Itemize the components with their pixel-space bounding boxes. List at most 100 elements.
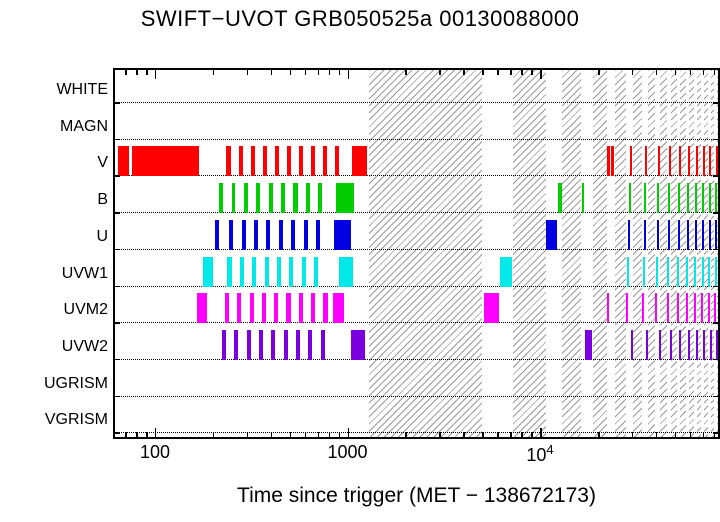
x-tick-label-10000: 104 bbox=[526, 442, 554, 465]
occultation-gap-hatch bbox=[647, 70, 656, 437]
exposure-bar-uvm2 bbox=[298, 293, 303, 324]
exposure-bar-uvw2 bbox=[715, 329, 718, 360]
row-label-uvw1: UVW1 bbox=[61, 264, 108, 282]
y-row-tick bbox=[115, 395, 120, 398]
exposure-bar-uvm2 bbox=[607, 293, 610, 324]
x-minor-tick bbox=[439, 432, 441, 437]
exposure-bar-uvw1 bbox=[701, 256, 704, 287]
y-row-tick bbox=[713, 212, 718, 214]
row-baseline-white bbox=[115, 102, 718, 104]
row-label-u: U bbox=[96, 227, 108, 245]
exposure-bar-uvw2 bbox=[295, 329, 301, 360]
exposure-bar-uvw1 bbox=[627, 256, 630, 287]
exposure-bar-uvm2 bbox=[676, 293, 679, 324]
exposure-bar-uvm2 bbox=[261, 293, 266, 324]
x-minor-tick bbox=[125, 432, 127, 437]
x-minor-tick bbox=[482, 70, 484, 75]
exposure-bar-uvw2 bbox=[283, 329, 288, 360]
x-major-tick bbox=[540, 70, 542, 79]
exposure-bar-v bbox=[695, 146, 698, 177]
x-minor-tick bbox=[328, 70, 331, 75]
x-minor-tick bbox=[136, 432, 138, 437]
exposure-bar-b bbox=[678, 183, 681, 214]
row-baseline-magn bbox=[115, 138, 718, 140]
exposure-bar-uvw1 bbox=[252, 256, 257, 287]
exposure-bar-v bbox=[630, 146, 633, 177]
y-row-tick bbox=[713, 432, 718, 434]
occultation-gap-hatch bbox=[660, 70, 667, 437]
occultation-gap-hatch bbox=[561, 70, 582, 437]
x-minor-tick bbox=[713, 432, 716, 437]
exposure-bar-uvm2 bbox=[642, 293, 645, 324]
exposure-bar-u bbox=[628, 219, 631, 250]
x-minor-tick bbox=[631, 70, 634, 75]
exposure-bar-v bbox=[132, 146, 200, 177]
x-major-tick bbox=[154, 428, 157, 437]
exposure-bar-uvw2 bbox=[221, 329, 226, 360]
x-axis-label: Time since trigger (MET − 138672173) bbox=[237, 484, 596, 507]
exposure-bar-uvm2 bbox=[225, 293, 230, 324]
exposure-bar-uvw1 bbox=[227, 256, 232, 287]
row-baseline-u bbox=[115, 248, 718, 250]
exposure-bar-b bbox=[244, 183, 248, 214]
x-minor-tick bbox=[146, 70, 148, 75]
occultation-gap-hatch bbox=[670, 70, 677, 437]
exposure-bar-uvw1 bbox=[694, 256, 697, 287]
x-minor-tick bbox=[631, 432, 634, 437]
exposure-bar-uvw2 bbox=[669, 329, 672, 360]
x-minor-tick bbox=[246, 70, 249, 75]
exposure-bar-u bbox=[291, 219, 296, 250]
exposure-bar-v bbox=[709, 146, 712, 177]
exposure-bar-v bbox=[645, 146, 648, 177]
exposure-bar-uvw2 bbox=[688, 329, 691, 360]
x-minor-tick bbox=[689, 432, 692, 437]
exposure-bar-uvm2 bbox=[483, 293, 499, 324]
x-minor-tick bbox=[463, 70, 465, 75]
exposure-bar-uvm2 bbox=[323, 293, 328, 324]
x-minor-tick bbox=[531, 70, 533, 75]
exposure-bar-uvm2 bbox=[666, 293, 669, 324]
exposure-bar-v bbox=[687, 146, 690, 177]
exposure-bar-uvw2 bbox=[271, 329, 276, 360]
x-minor-tick bbox=[212, 432, 215, 437]
exposure-bar-uvm2 bbox=[311, 293, 316, 324]
exposure-bar-uvw1 bbox=[203, 256, 213, 287]
exposure-bar-u bbox=[241, 219, 246, 250]
x-minor-tick bbox=[405, 432, 407, 437]
occultation-gap-hatch bbox=[633, 70, 642, 437]
exposure-bar-uvw2 bbox=[709, 329, 712, 360]
exposure-bar-u bbox=[333, 219, 351, 250]
y-row-tick bbox=[115, 212, 120, 214]
plot-frame bbox=[113, 68, 720, 439]
exposure-bar-uvw2 bbox=[679, 329, 682, 360]
x-minor-tick bbox=[212, 70, 215, 75]
x-minor-tick bbox=[598, 432, 600, 437]
exposure-bar-uvw1 bbox=[655, 256, 658, 287]
row-baseline-uvw2 bbox=[115, 358, 718, 360]
exposure-bar-uvw2 bbox=[584, 329, 593, 360]
exposure-bar-uvw2 bbox=[234, 329, 239, 360]
exposure-bar-uvw1 bbox=[276, 256, 282, 287]
y-row-tick bbox=[713, 358, 718, 361]
x-minor-tick bbox=[338, 70, 341, 75]
exposure-bar-uvw1 bbox=[239, 256, 244, 287]
x-minor-tick bbox=[289, 432, 292, 437]
x-minor-tick bbox=[482, 432, 484, 437]
y-row-tick bbox=[115, 358, 120, 361]
occultation-gap-hatch bbox=[689, 70, 694, 437]
x-axis-tick-labels: 100 1000 104 bbox=[115, 442, 718, 468]
exposure-bar-uvm2 bbox=[237, 293, 242, 324]
exposure-bar-uvw1 bbox=[714, 256, 717, 287]
exposure-bar-v bbox=[335, 146, 340, 177]
exposure-bar-u bbox=[701, 219, 704, 250]
occultation-gap-hatch bbox=[615, 70, 627, 437]
exposure-bar-uvw2 bbox=[320, 329, 325, 360]
exposure-bar-uvm2 bbox=[701, 293, 704, 324]
x-minor-tick bbox=[674, 70, 677, 75]
exposure-bar-u bbox=[315, 219, 321, 250]
exposure-bar-b bbox=[629, 183, 632, 214]
exposure-bar-uvw1 bbox=[500, 256, 512, 287]
occultation-gap-hatch bbox=[512, 70, 546, 437]
exposure-bar-uvw2 bbox=[658, 329, 661, 360]
exposure-bar-uvm2 bbox=[693, 293, 696, 324]
